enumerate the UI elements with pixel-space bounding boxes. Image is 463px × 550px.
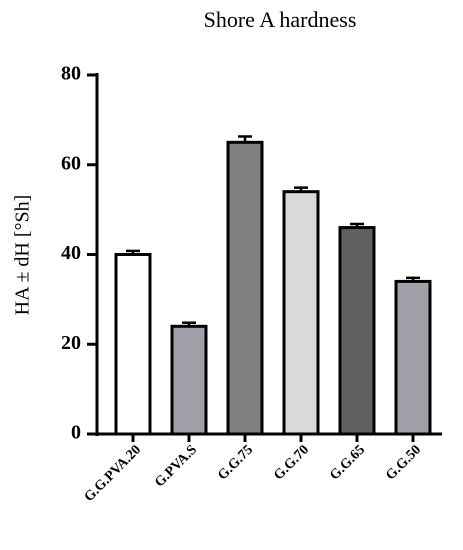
y-tick-label: 60	[61, 152, 81, 174]
y-tick-label: 80	[61, 63, 81, 85]
y-axis-label: HA ± dH [°Sh]	[12, 195, 34, 316]
x-tick-label: G.G.70	[271, 442, 312, 483]
bar	[338, 226, 376, 436]
bar	[114, 253, 152, 436]
chart-title: Shore A hardness	[204, 7, 357, 32]
x-tick-label: G.G.75	[215, 442, 256, 483]
y-tick-label: 0	[71, 422, 81, 444]
x-tick-label: G.PVA.S	[152, 442, 200, 490]
y-tick-label: 20	[61, 332, 81, 354]
x-tick-label: G.G.65	[327, 442, 368, 483]
x-tick-label: G.G.PVA.20	[82, 442, 144, 504]
bar	[226, 140, 264, 436]
x-tick-label: G.G.50	[383, 442, 424, 483]
bar	[170, 324, 208, 436]
bar	[394, 279, 432, 436]
y-tick-label: 40	[61, 242, 81, 264]
bar	[282, 190, 320, 436]
